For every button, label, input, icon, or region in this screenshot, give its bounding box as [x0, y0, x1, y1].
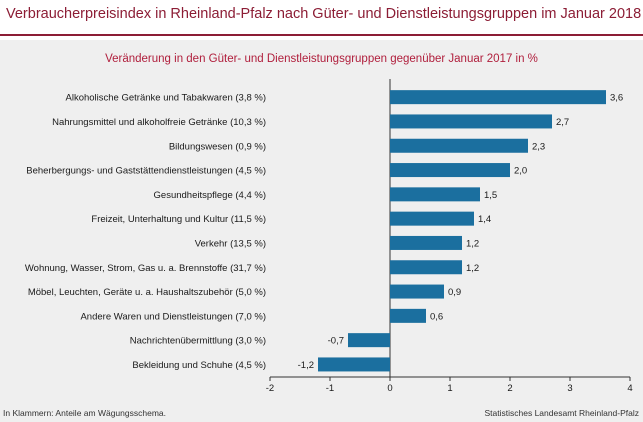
x-tick-label: 0 — [387, 383, 392, 394]
category-label: Andere Waren und Dienstleistungen (7,0 %… — [80, 311, 266, 322]
category-label: Wohnung, Wasser, Strom, Gas u. a. Brenns… — [25, 263, 266, 274]
bar — [390, 114, 552, 129]
footnote: In Klammern: Anteile am Wägungsschema. — [3, 408, 166, 418]
x-tick-label: 4 — [627, 383, 632, 394]
bar — [390, 187, 480, 202]
data-label: 2,7 — [556, 117, 569, 128]
category-label: Möbel, Leuchten, Geräte u. a. Haushaltsz… — [28, 287, 266, 298]
data-label: 2,0 — [514, 166, 527, 177]
bar — [390, 235, 462, 250]
x-tick-label: 2 — [507, 383, 512, 394]
bar — [390, 138, 528, 153]
data-label: -1,2 — [298, 360, 314, 371]
category-label: Freizeit, Unterhaltung und Kultur (11,5 … — [91, 214, 266, 225]
category-label: Nahrungsmittel und alkoholfreie Getränke… — [52, 117, 266, 128]
data-label: -0,7 — [328, 336, 344, 347]
data-label: 1,2 — [466, 238, 479, 249]
data-label: 1,4 — [478, 214, 491, 225]
category-label: Beherbergungs- und Gaststättendienstleis… — [26, 166, 266, 177]
category-label: Bildungswesen (0,9 %) — [169, 141, 266, 152]
x-tick-label: 3 — [567, 383, 572, 394]
page-title: Verbraucherpreisindex in Rheinland-Pfalz… — [6, 6, 642, 22]
data-label: 1,2 — [466, 263, 479, 274]
title-divider — [0, 34, 643, 36]
bar — [390, 308, 426, 323]
bar — [390, 163, 510, 178]
category-label: Verkehr (13,5 %) — [195, 238, 266, 249]
data-label: 3,6 — [610, 93, 623, 104]
category-label: Bekleidung und Schuhe (4,5 %) — [132, 360, 266, 371]
x-tick-label: -1 — [326, 383, 334, 394]
data-label: 0,6 — [430, 311, 443, 322]
data-label: 0,9 — [448, 287, 461, 298]
bar — [390, 211, 474, 226]
bar — [390, 260, 462, 275]
bar — [390, 90, 606, 105]
bar — [318, 357, 390, 372]
bar — [390, 284, 444, 299]
source-credit: Statistisches Landesamt Rheinland-Pfalz — [484, 408, 640, 418]
data-label: 2,3 — [532, 141, 545, 152]
data-label: 1,5 — [484, 190, 497, 201]
x-tick-label: 1 — [447, 383, 452, 394]
category-label: Alkoholische Getränke und Tabakwaren (3,… — [66, 93, 267, 104]
x-tick-label: -2 — [266, 383, 274, 394]
category-label: Gesundheitspflege (4,4 %) — [154, 190, 266, 201]
category-label: Nachrichtenübermittlung (3,0 %) — [130, 336, 266, 347]
bar — [348, 333, 390, 348]
chart-subtitle: Veränderung in den Güter- und Dienstleis… — [105, 53, 538, 65]
